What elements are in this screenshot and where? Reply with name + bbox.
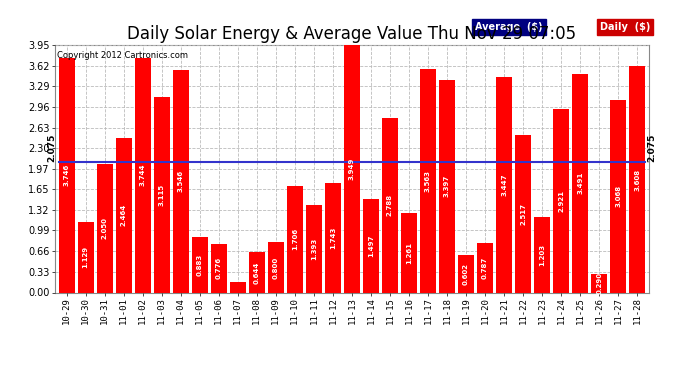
Text: 1.743: 1.743: [330, 227, 336, 249]
Text: 3.491: 3.491: [577, 172, 583, 194]
Text: 3.608: 3.608: [634, 168, 640, 190]
Text: 2.788: 2.788: [387, 194, 393, 216]
Bar: [192, 237, 208, 292]
Text: 3.115: 3.115: [159, 184, 165, 206]
Text: 0.787: 0.787: [482, 257, 488, 279]
Bar: [572, 74, 588, 292]
Text: Copyright 2012 Cartronics.com: Copyright 2012 Cartronics.com: [57, 51, 188, 60]
Text: 2.075: 2.075: [647, 134, 656, 162]
Bar: [420, 69, 436, 292]
Text: Daily  ($): Daily ($): [600, 22, 651, 32]
Bar: [496, 76, 512, 292]
Text: 3.447: 3.447: [501, 173, 507, 196]
Bar: [515, 135, 531, 292]
Text: 0.290: 0.290: [596, 272, 602, 294]
Bar: [477, 243, 493, 292]
Text: 0.883: 0.883: [197, 254, 203, 276]
Title: Daily Solar Energy & Average Value Thu Nov 29 07:05: Daily Solar Energy & Average Value Thu N…: [128, 26, 576, 44]
Bar: [591, 274, 607, 292]
Text: 3.397: 3.397: [444, 175, 450, 197]
Bar: [116, 138, 132, 292]
Text: 2.050: 2.050: [101, 217, 108, 239]
Bar: [363, 199, 379, 292]
Text: 3.746: 3.746: [63, 164, 70, 186]
Text: 2.921: 2.921: [558, 190, 564, 212]
Bar: [382, 118, 398, 292]
Bar: [610, 100, 627, 292]
Text: 1.261: 1.261: [406, 242, 412, 264]
Text: 3.546: 3.546: [178, 170, 184, 192]
Bar: [230, 282, 246, 292]
Text: 3.563: 3.563: [425, 170, 431, 192]
Bar: [458, 255, 474, 292]
Bar: [172, 70, 189, 292]
Text: 3.068: 3.068: [615, 185, 621, 207]
Text: 2.517: 2.517: [520, 202, 526, 225]
Text: 2.464: 2.464: [121, 204, 127, 226]
Text: 0.776: 0.776: [216, 257, 221, 279]
Bar: [401, 213, 417, 292]
Bar: [154, 98, 170, 292]
Bar: [553, 110, 569, 292]
Bar: [97, 164, 112, 292]
Text: 1.497: 1.497: [368, 234, 374, 257]
Bar: [210, 244, 227, 292]
Bar: [287, 186, 303, 292]
Text: 2.075: 2.075: [48, 134, 57, 162]
Text: Average  ($): Average ($): [475, 22, 542, 32]
Text: 3.744: 3.744: [139, 164, 146, 186]
Text: 1.393: 1.393: [311, 238, 317, 260]
Text: 1.706: 1.706: [292, 228, 298, 250]
Bar: [325, 183, 341, 292]
Text: 3.949: 3.949: [349, 158, 355, 180]
Bar: [439, 80, 455, 292]
Bar: [629, 66, 645, 292]
Text: 0.644: 0.644: [254, 261, 260, 284]
Bar: [248, 252, 265, 292]
Bar: [268, 242, 284, 292]
Text: 0.602: 0.602: [463, 262, 469, 285]
Bar: [135, 58, 151, 292]
Bar: [344, 45, 360, 292]
Text: 0.800: 0.800: [273, 256, 279, 279]
Bar: [306, 205, 322, 292]
Bar: [77, 222, 94, 292]
Text: 1.129: 1.129: [83, 246, 88, 268]
Bar: [59, 58, 75, 292]
Text: 1.203: 1.203: [539, 244, 545, 266]
Bar: [534, 217, 550, 292]
